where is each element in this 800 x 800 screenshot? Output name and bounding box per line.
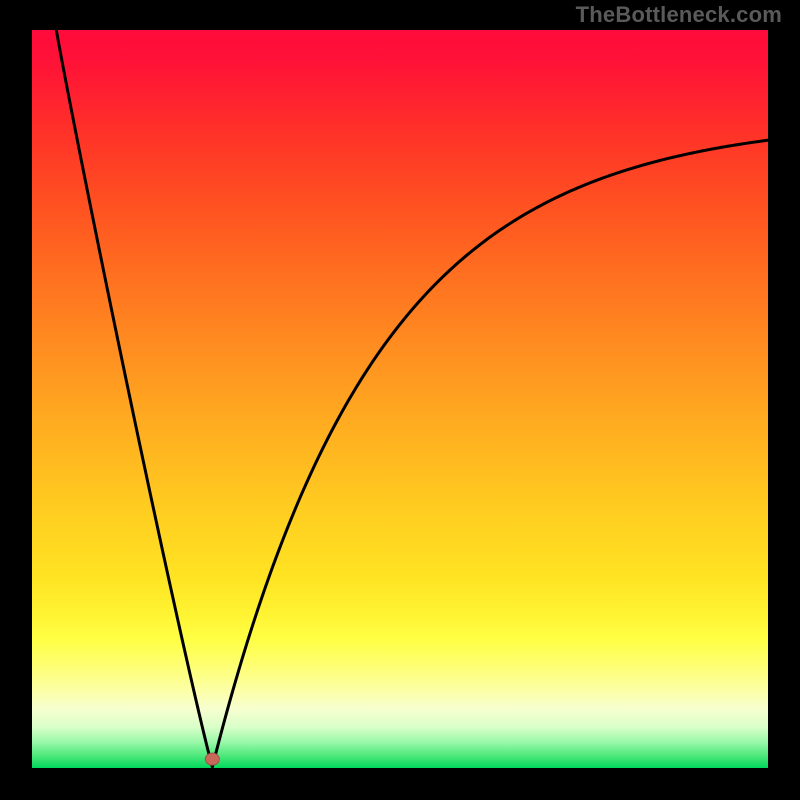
minimum-marker <box>205 753 219 765</box>
chart-frame: TheBottleneck.com <box>0 0 800 800</box>
watermark-text: TheBottleneck.com <box>576 2 782 28</box>
curve-layer <box>32 30 768 768</box>
bottleneck-curve <box>56 30 768 767</box>
plot-area <box>32 30 768 768</box>
